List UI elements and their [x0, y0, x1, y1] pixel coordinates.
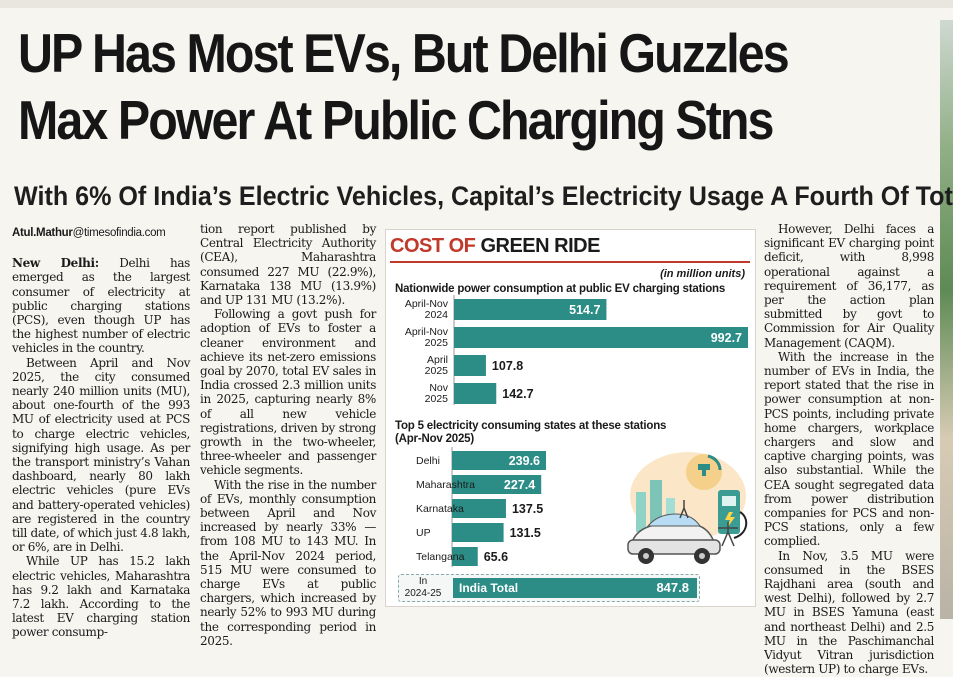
india-total-value: 847.8 — [656, 580, 689, 595]
chart-1-value-label: 514.7 — [569, 303, 600, 317]
india-total-box: In 2024-25 India Total 847.8 — [398, 574, 700, 602]
article-paragraph: With the increase in the number of EVs i… — [764, 349, 934, 549]
chart-1-bar — [454, 299, 607, 320]
chart-1-category-label: April-Nov — [405, 326, 449, 338]
total-period-label: In 2024-25 — [404, 576, 442, 599]
headline-line-1: UP Has Most EVs, But Delhi Guzzles — [18, 22, 790, 84]
chart-1-category-label: 2025 — [425, 337, 449, 349]
article-paragraph: tion report published by Central Electri… — [200, 222, 376, 308]
article-column-2: tion report published by Central Electri… — [200, 222, 376, 648]
article-paragraph: Between April and Nov 2025, the city con… — [12, 355, 190, 555]
infographic: COST OF GREEN RIDE (in million units) Na… — [385, 229, 756, 607]
chart-1-bar — [454, 327, 748, 348]
chart-1-bar — [454, 383, 497, 404]
chart-1-category-label: Nov — [429, 382, 448, 394]
india-total-label: India Total — [459, 581, 519, 595]
chart-2-title-line-2: (Apr-Nov 2025) — [395, 433, 474, 445]
subheadline: With 6% Of India’s Electric Vehicles, Ca… — [14, 181, 953, 211]
infographic-title: COST OF GREEN RIDE — [390, 235, 600, 257]
chart-1-value-label: 107.8 — [492, 359, 523, 373]
chart-1-value-label: 142.7 — [502, 387, 533, 401]
chart-2-value-label: 137.5 — [512, 502, 543, 516]
chart-2-bar — [452, 475, 542, 494]
units-note: (in million units) — [660, 268, 745, 280]
chart-2-value-label: 131.5 — [510, 526, 541, 540]
article-paragraph: Following a govt push for adoption of EV… — [200, 307, 376, 478]
chart-2-category-label: Delhi — [416, 455, 440, 467]
article-paragraph: While UP has 15.2 lakh electric vehicles… — [12, 554, 190, 640]
article-paragraph: However, Delhi faces a significant EV ch… — [764, 222, 934, 350]
article-column-1: Atul.Mathur@timesofindia.com New Delhi: … — [12, 226, 190, 640]
byline-name: Atul.Mathur — [12, 227, 73, 239]
article-column-3: However, Delhi faces a significant EV ch… — [764, 222, 934, 677]
dateline: New Delhi: — [12, 256, 99, 271]
article-paragraph: With the rise in the number of EVs, mont… — [200, 477, 376, 648]
top-strip — [0, 0, 953, 8]
chart-2-bar — [452, 499, 506, 518]
chart-2-title-line-1: Top 5 electricity consuming states at th… — [395, 420, 667, 432]
byline-email-domain: @timesofindia.com — [72, 227, 166, 239]
headline: UP Has Most EVs, But Delhi Guzzles Max P… — [18, 20, 828, 154]
chart-2-category-label: Maharashtra — [416, 479, 475, 491]
india-total-bar: India Total 847.8 — [453, 578, 697, 598]
chart-1-category-label: 2024 — [425, 309, 449, 321]
chart-2-title: Top 5 electricity consuming states at th… — [395, 420, 666, 446]
article-paragraph: New Delhi: Delhi has emerged as the larg… — [12, 256, 190, 356]
chart-1-category-label: April — [427, 354, 448, 366]
chart-1-category-label: 2025 — [425, 365, 449, 377]
chart-1-category-label: 2025 — [425, 393, 449, 405]
article-paragraph: In Nov, 3.5 MU were consumed in the BSES… — [764, 548, 934, 677]
chart-2-bar — [452, 451, 546, 470]
chart-1-category-label: April-Nov — [405, 298, 449, 310]
ev-charging-illustration-icon — [627, 452, 748, 564]
adjacent-photo — [940, 20, 953, 619]
chart-2-value-label: 227.4 — [504, 478, 535, 492]
chart-2-category-label: UP — [416, 527, 431, 539]
chart-2-category-label: Telangana — [416, 551, 465, 563]
chart-1-value-label: 992.7 — [711, 331, 742, 345]
state-consumption-chart: Delhi 239.6 Maharashtra 227.4 Karnataka 137.5… — [416, 447, 546, 567]
chart-1-bar — [454, 355, 486, 376]
chart-2-bar — [452, 523, 504, 542]
chart-2-value-label: 65.6 — [484, 550, 508, 564]
chart-1-title: Nationwide power consumption at public E… — [395, 283, 726, 295]
title-rule — [390, 261, 750, 263]
chart-2-bar — [452, 547, 478, 566]
chart-2-category-label: Karnataka — [416, 503, 464, 515]
byline[interactable]: Atul.Mathur@timesofindia.com — [12, 226, 190, 240]
headline-line-2: Max Power At Public Charging Stns — [18, 89, 774, 151]
chart-2-value-label: 239.6 — [509, 454, 540, 468]
